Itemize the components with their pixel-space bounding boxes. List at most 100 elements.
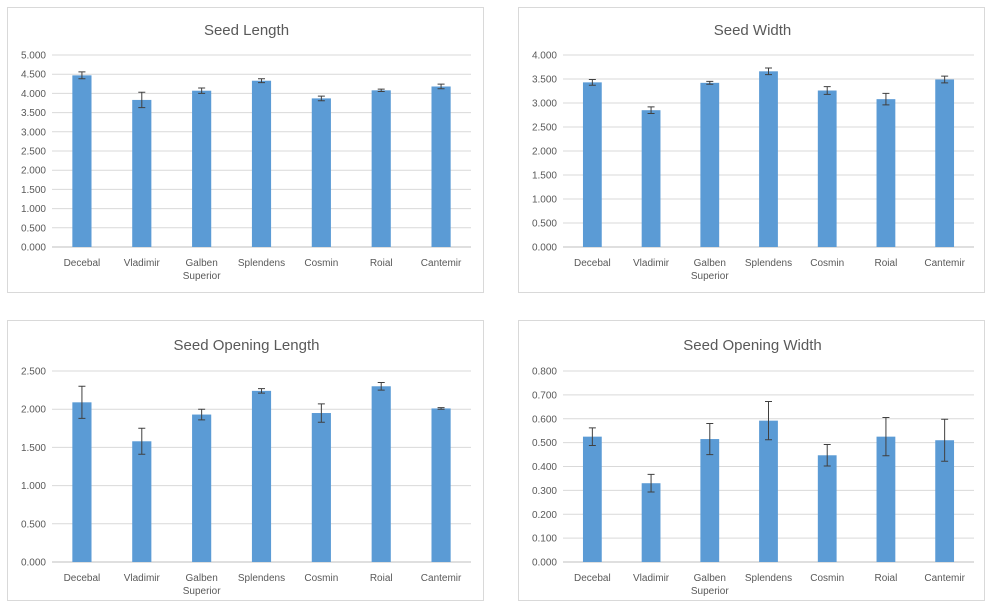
x-tick-label: Splendens	[238, 258, 285, 269]
x-tick-label: Splendens	[745, 258, 792, 269]
bar	[582, 82, 602, 247]
x-tick-label: Cosmin	[810, 258, 844, 269]
y-tick-label: 0.100	[532, 534, 557, 545]
y-tick-label: 1.000	[532, 195, 557, 206]
bar	[371, 386, 391, 562]
x-tick-label: Vladimir	[124, 258, 161, 269]
error-bar	[941, 75, 949, 84]
error-bar	[588, 78, 596, 86]
bar	[641, 110, 661, 247]
y-tick-label: 0.200	[532, 510, 557, 521]
x-tick-label: Roial	[875, 573, 898, 584]
bar	[311, 413, 331, 562]
seed-width-chart: Seed Width 0.000 0.500 1.000 1.500 2.000 2.500…	[532, 22, 974, 282]
seed-opening-length-chart: Seed Opening Length 0.000 0.500 1.000 1.500 2…	[21, 337, 471, 597]
x-tick-label: Cantemir	[924, 258, 965, 269]
error-bar	[823, 86, 831, 95]
bar	[759, 420, 778, 562]
error-bar	[258, 388, 265, 394]
x-tick-label: Galben Superior	[183, 573, 221, 597]
chart-title: Seed Opening Length	[174, 337, 320, 354]
error-bar	[78, 385, 86, 419]
x-tick-label: Cosmin	[304, 258, 338, 269]
error-bar	[437, 83, 445, 90]
error-bar	[647, 106, 655, 115]
y-tick-label: 0.700	[532, 390, 557, 401]
error-bar	[765, 67, 772, 76]
chart-title: Seed Opening Width	[683, 337, 821, 354]
y-tick-label: 1.000	[21, 481, 46, 492]
x-tick-label: Cantemir	[421, 573, 462, 584]
y-tick-label: 0.000	[21, 243, 46, 254]
y-tick-label: 0.000	[21, 558, 46, 569]
error-bar	[823, 444, 831, 467]
x-tick-label: Cantemir	[421, 258, 462, 269]
y-tick-label: 3.000	[532, 99, 557, 110]
bar	[251, 80, 272, 247]
bar	[700, 82, 720, 247]
x-tick-label: Decebal	[574, 573, 611, 584]
y-tick-label: 2.500	[21, 367, 46, 378]
error-bar	[138, 427, 146, 455]
x-tick-label: Decebal	[64, 573, 101, 584]
error-bar	[377, 88, 385, 92]
error-bar	[377, 381, 385, 391]
error-bar	[647, 473, 655, 493]
y-tick-label: 2.500	[532, 123, 557, 134]
x-tick-label: Splendens	[238, 573, 285, 584]
bar	[72, 75, 92, 248]
y-tick-label: 1.500	[21, 443, 46, 454]
bar	[311, 98, 331, 247]
error-bar	[198, 408, 206, 421]
bar	[192, 414, 212, 562]
y-tick-label: 0.000	[532, 243, 557, 254]
y-tick-label: 3.500	[21, 108, 46, 119]
error-bar	[706, 80, 714, 85]
seed-opening-width-chart-panel: Seed Opening Width 0.000 0.100 0.200 0.300 0.…	[518, 320, 985, 601]
error-bar	[78, 71, 86, 80]
x-tick-label: Roial	[370, 573, 393, 584]
chart-title: Seed Width	[714, 22, 792, 39]
error-bar	[198, 87, 206, 94]
bar	[817, 90, 837, 248]
x-tick-label: Vladimir	[633, 573, 670, 584]
x-tick-label: Galben Superior	[183, 258, 221, 282]
y-tick-label: 4.500	[21, 70, 46, 81]
x-tick-label: Roial	[370, 258, 393, 269]
bar	[132, 441, 152, 562]
y-tick-label: 4.000	[21, 89, 46, 100]
y-tick-label: 0.500	[21, 519, 46, 530]
y-tick-label: 2.000	[532, 147, 557, 158]
x-tick-label: Decebal	[574, 258, 611, 269]
error-bar	[258, 78, 265, 84]
x-tick-label: Cosmin	[304, 573, 338, 584]
y-tick-label: 0.300	[532, 486, 557, 497]
x-tick-label: Cantemir	[924, 573, 965, 584]
y-tick-label: 3.500	[532, 75, 557, 86]
x-tick-label: Decebal	[64, 258, 101, 269]
error-bar	[882, 417, 890, 457]
error-bar	[138, 91, 146, 109]
seed-opening-width-chart: Seed Opening Width 0.000 0.100 0.200 0.300 0.…	[532, 337, 974, 597]
y-tick-label: 0.500	[532, 219, 557, 230]
x-tick-label: Roial	[875, 258, 898, 269]
error-bar	[588, 427, 596, 446]
y-tick-label: 0.800	[532, 367, 557, 378]
bar	[72, 402, 92, 562]
bar	[431, 408, 451, 562]
error-bar	[317, 403, 325, 423]
x-tick-label: Vladimir	[633, 258, 670, 269]
bar	[876, 99, 896, 247]
seed-width-chart-panel: Seed Width 0.000 0.500 1.000 1.500 2.000 2.500…	[518, 7, 985, 293]
bar	[700, 439, 720, 562]
bar	[431, 86, 451, 247]
bar	[641, 483, 661, 562]
seed-opening-length-chart-panel: Seed Opening Length 0.000 0.500 1.000 1.500 2…	[7, 320, 484, 601]
y-tick-label: 0.500	[532, 438, 557, 449]
bar	[132, 99, 152, 247]
error-bar	[706, 423, 714, 456]
bar	[759, 71, 778, 247]
y-tick-label: 3.000	[21, 127, 46, 138]
bar	[371, 90, 391, 247]
y-tick-label: 1.500	[21, 185, 46, 196]
